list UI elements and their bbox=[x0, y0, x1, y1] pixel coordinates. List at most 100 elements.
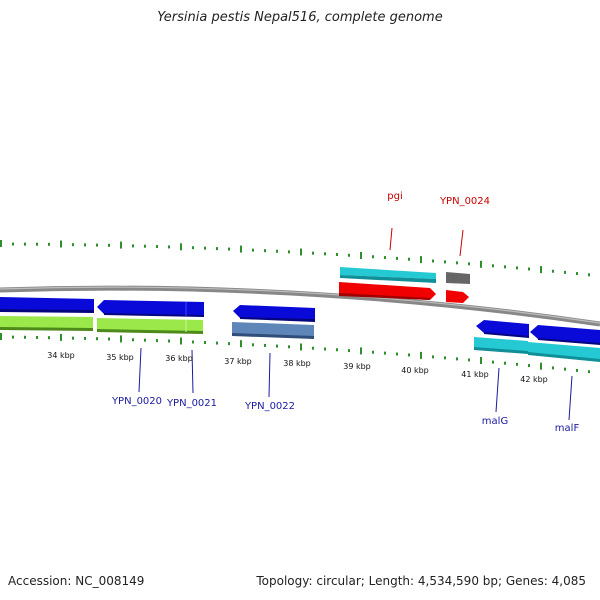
scale-labels: 34 kbp 35 kbp 36 kbp 37 kbp 38 kbp 39 kb… bbox=[47, 351, 548, 384]
minor-tick bbox=[264, 249, 266, 253]
major-tick bbox=[300, 343, 302, 351]
minor-tick bbox=[84, 336, 86, 340]
minor-tick bbox=[72, 336, 74, 340]
minor-tick bbox=[168, 339, 170, 343]
minor-tick bbox=[336, 253, 338, 257]
gene-label-ypn-0020: YPN_0020 bbox=[111, 396, 162, 407]
minor-tick bbox=[504, 265, 506, 269]
minor-tick bbox=[192, 340, 194, 344]
minor-tick bbox=[156, 245, 158, 249]
scale-label: 39 kbp bbox=[343, 362, 371, 371]
accession-text: Accession: NC_008149 bbox=[8, 574, 145, 588]
ypn-0024-leader bbox=[459, 229, 464, 257]
topology-summary: Topology: circular; Length: 4,534,590 bp… bbox=[256, 574, 586, 588]
minor-tick bbox=[24, 335, 26, 339]
minor-tick bbox=[372, 255, 374, 259]
minor-tick bbox=[132, 338, 134, 342]
minor-tick bbox=[444, 260, 446, 264]
minor-tick bbox=[48, 242, 50, 246]
feature-ypn-0024-cds[interactable] bbox=[446, 290, 469, 303]
minor-tick bbox=[324, 252, 326, 256]
scale-label: 40 kbp bbox=[401, 366, 429, 375]
minor-tick bbox=[348, 349, 350, 353]
minor-tick bbox=[216, 341, 218, 345]
minor-tick bbox=[408, 353, 410, 357]
feature-malf-cds[interactable] bbox=[528, 342, 600, 362]
gene-label-ypn-0022: YPN_0022 bbox=[244, 401, 295, 412]
minor-tick bbox=[576, 272, 578, 276]
feature-ypn-0020-cds[interactable] bbox=[0, 316, 93, 331]
feature-pgi-gene[interactable] bbox=[340, 267, 436, 283]
scale-label: 35 kbp bbox=[106, 353, 134, 362]
feature-ypn-0020-gene[interactable] bbox=[0, 297, 94, 313]
major-tick bbox=[180, 243, 182, 251]
scale-label: 37 kbp bbox=[224, 357, 252, 366]
feature-malf-gene[interactable] bbox=[530, 325, 600, 345]
major-tick bbox=[60, 240, 62, 248]
feature-ypn-0024-gene[interactable] bbox=[446, 272, 470, 284]
minor-tick bbox=[588, 370, 590, 374]
major-tick bbox=[480, 357, 482, 364]
pgi-leader bbox=[389, 227, 393, 251]
scale-label: 36 kbp bbox=[165, 354, 193, 363]
feature-ypn-0021-gene[interactable] bbox=[97, 300, 204, 317]
major-tick bbox=[540, 362, 542, 370]
minor-tick bbox=[228, 342, 230, 346]
minor-tick bbox=[396, 256, 398, 260]
gene-label-malf: malF bbox=[555, 423, 580, 434]
feature-pgi-cds[interactable] bbox=[339, 282, 436, 300]
minor-tick bbox=[312, 251, 314, 255]
minor-tick bbox=[456, 357, 458, 361]
minor-tick bbox=[372, 350, 374, 354]
minor-tick bbox=[468, 262, 470, 266]
minor-tick bbox=[288, 345, 290, 349]
minor-tick bbox=[432, 259, 434, 263]
scale-label: 42 kbp bbox=[520, 375, 548, 384]
major-tick bbox=[120, 335, 122, 343]
minor-tick bbox=[276, 249, 278, 253]
major-tick bbox=[360, 252, 362, 259]
minor-tick bbox=[48, 336, 50, 340]
minor-tick bbox=[132, 244, 134, 248]
minor-tick bbox=[252, 343, 254, 347]
minor-tick bbox=[144, 244, 146, 248]
outer-tick-track bbox=[0, 240, 590, 277]
major-tick bbox=[0, 333, 2, 340]
minor-tick bbox=[192, 246, 194, 250]
minor-tick bbox=[312, 346, 314, 350]
major-tick bbox=[300, 248, 302, 256]
minor-tick bbox=[36, 335, 38, 339]
feature-malg-gene[interactable] bbox=[476, 320, 529, 338]
major-tick bbox=[120, 241, 122, 249]
feature-ypn-0022-cds[interactable] bbox=[232, 322, 314, 339]
minor-tick bbox=[84, 243, 86, 247]
scale-label: 38 kbp bbox=[283, 359, 311, 368]
major-tick bbox=[60, 333, 62, 341]
minor-tick bbox=[444, 356, 446, 360]
minor-tick bbox=[504, 361, 506, 365]
minor-tick bbox=[168, 245, 170, 249]
minor-tick bbox=[468, 358, 470, 362]
ypn-0021-leader bbox=[191, 349, 194, 394]
feature-ypn-0022-gene[interactable] bbox=[233, 305, 315, 322]
minor-tick bbox=[384, 256, 386, 260]
minor-tick bbox=[96, 337, 98, 341]
minor-tick bbox=[348, 253, 350, 257]
malf-leader bbox=[568, 375, 573, 421]
minor-tick bbox=[408, 257, 410, 261]
minor-tick bbox=[276, 344, 278, 348]
inner-tick-track bbox=[0, 333, 590, 374]
malg-leader bbox=[495, 367, 500, 413]
feature-ypn-0021-cds[interactable] bbox=[97, 302, 203, 334]
major-tick bbox=[420, 256, 422, 264]
minor-tick bbox=[432, 355, 434, 359]
minor-tick bbox=[12, 242, 14, 246]
ypn-0020-leader bbox=[138, 347, 142, 393]
scale-label: 34 kbp bbox=[47, 351, 75, 360]
feature-malg-cds[interactable] bbox=[474, 337, 528, 354]
minor-tick bbox=[324, 347, 326, 351]
gene-label-malg: malG bbox=[482, 416, 508, 427]
minor-tick bbox=[12, 335, 14, 339]
scale-label: 41 kbp bbox=[461, 370, 489, 379]
minor-tick bbox=[516, 362, 518, 366]
